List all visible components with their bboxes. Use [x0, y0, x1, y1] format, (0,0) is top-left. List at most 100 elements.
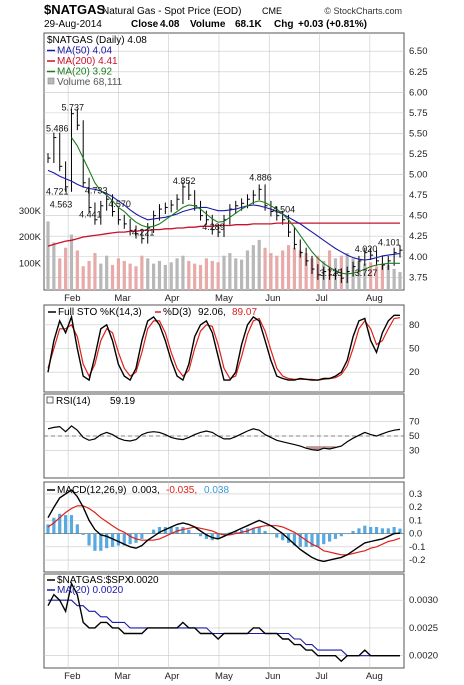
macd-histogram-bar [357, 528, 361, 534]
macd-histogram-bar [152, 529, 156, 534]
price-axis-tick-label: 4.50 [409, 211, 428, 222]
volume-bar [93, 253, 97, 290]
volume-bar [245, 250, 250, 290]
volume-bar [146, 258, 150, 290]
macd-histogram-bar [181, 527, 185, 534]
ma20-line [71, 137, 400, 275]
price-annotation: 4.886 [249, 173, 272, 183]
macd-axis-tick-label: -0.2 [409, 555, 425, 566]
volume-bar [181, 255, 185, 290]
macd-histogram-bar [269, 533, 273, 535]
macd-signal-value: -0.035, [166, 485, 197, 496]
close-value: 4.08 [160, 19, 180, 30]
price-annotation: 4.020 [355, 244, 378, 254]
volume-bar [140, 255, 144, 290]
macd-histogram-bar [198, 533, 203, 537]
volume-bar [251, 245, 255, 290]
macd-histogram-bar [257, 527, 261, 534]
volume-value: 68.1K [235, 19, 262, 30]
price-axis-tick-label: 4.00 [409, 252, 428, 263]
sto-k-value: 92.06, [198, 307, 226, 318]
price-annotation: 4.563 [50, 200, 73, 210]
volume-bar [222, 255, 226, 290]
volume-tick-label: 300K [19, 206, 42, 217]
volume-bar [386, 264, 390, 290]
watermark: © StockCharts.com [324, 6, 402, 16]
volume-tick-label: 100K [19, 259, 42, 270]
macd-histogram-bar [204, 533, 208, 539]
price-annotation: 4.733 [85, 186, 108, 196]
volume-bar [69, 234, 74, 290]
volume-bar [234, 258, 238, 290]
macd-histogram-bar [392, 527, 396, 534]
chart-layers: 6.50 6.25 6.00 5.75 5.50 5.25 5.00 4.75 4.50 4.25… [19, 32, 438, 682]
macd-histogram-bar [169, 527, 173, 534]
volume-label: Volume [190, 19, 226, 30]
macd-line [47, 489, 401, 563]
sto-d-line [47, 317, 401, 381]
rsi-axis-tick-label: 50 [409, 431, 420, 442]
ratio-label: $NATGAS:$SPX [57, 575, 132, 586]
legend-ma20: MA(20) 3.92 [57, 67, 112, 78]
legend-volume-swatch [47, 77, 55, 85]
ratio-line [47, 581, 400, 663]
sto-axis-tick-label: 80 [409, 320, 420, 331]
price-annotation: 4.570 [108, 199, 131, 209]
volume-bar [374, 266, 379, 290]
macd-signal-line [47, 505, 401, 556]
month-label: Aug [366, 293, 383, 304]
macd-histogram-bar [105, 533, 109, 549]
volume-bar [169, 262, 173, 290]
month-label-bottom: Jul [316, 671, 328, 682]
macd-histogram-bar [380, 528, 384, 534]
volume-bar [157, 260, 162, 290]
price-axis-tick-label: 5.75 [409, 108, 428, 119]
macd-histogram-bar [222, 533, 226, 535]
volume-bar [275, 255, 279, 290]
sto-axis-tick-label: 50 [409, 344, 420, 355]
volume-bar [193, 263, 197, 290]
sto-axis-tick-label: 20 [409, 367, 420, 378]
rsi-legend-swatch [46, 396, 54, 404]
price-annotation: 4.852 [173, 176, 196, 186]
volume-bar [398, 272, 402, 290]
price-annotation: 5.737 [61, 103, 84, 113]
macd-histogram-bar [81, 533, 85, 535]
macd-histogram-bar [298, 533, 302, 547]
legend-ma50: MA(50) 4.04 [57, 46, 112, 57]
macd-histogram-bar [157, 527, 162, 534]
legend-volume: Volume 68,111 [57, 77, 123, 88]
macd-histogram-bar [187, 529, 191, 534]
price-annotation: 3.727 [355, 268, 378, 278]
macd-histogram-bar [116, 533, 120, 546]
month-label-bottom: Jun [265, 671, 280, 682]
macd-histogram-bar [99, 533, 103, 551]
price-annotation: 3.725 [320, 268, 343, 278]
price-annotation: 4.221 [132, 228, 155, 238]
volume-bar [58, 258, 62, 290]
macd-histogram-bar [175, 527, 179, 534]
macd-histogram-bar [216, 533, 220, 539]
close-label: Close [131, 19, 159, 30]
ratio-axis-tick-label: 0.0025 [409, 623, 438, 634]
macd-label: MACD(12,26,9) [57, 485, 126, 496]
volume-bar [363, 263, 367, 290]
volume-bar [81, 266, 85, 290]
symbol-title: $NATGAS [44, 2, 105, 17]
macd-histogram-bar [369, 527, 373, 534]
macd-histogram-bar [134, 533, 138, 543]
macd-histogram-bar [333, 533, 338, 539]
volume-bar [52, 242, 56, 290]
volume-bar [105, 255, 109, 290]
volume-bar [163, 264, 167, 290]
volume-bar [216, 262, 220, 290]
month-label: Feb [64, 293, 80, 304]
macd-histogram-bar [263, 530, 267, 534]
volume-bar [175, 258, 179, 290]
price-axis-tick-label: 6.25 [409, 67, 428, 78]
macd-histogram-bar [87, 533, 91, 546]
month-label-bottom: Aug [366, 671, 383, 682]
volume-bar [99, 263, 103, 290]
